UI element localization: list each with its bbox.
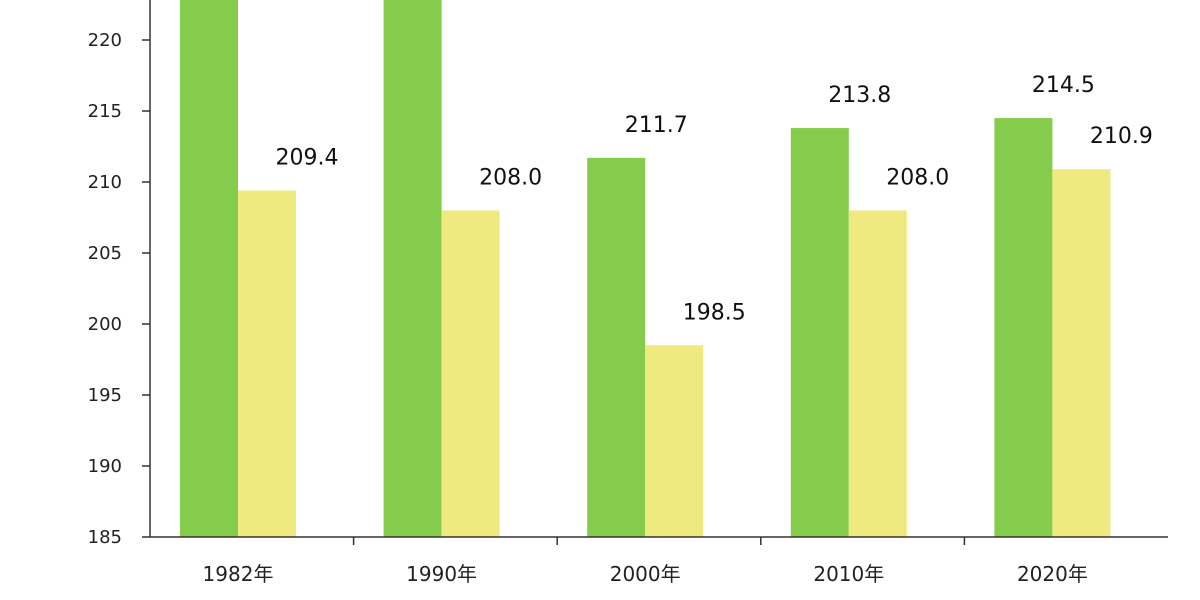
x-category-label: 1982年 [203, 562, 274, 586]
data-label-series2-2: 198.5 [683, 300, 746, 325]
data-label-series2-1: 208.0 [479, 165, 542, 190]
x-category-label: 1990年 [406, 562, 477, 586]
x-category-label: 2020年 [1017, 562, 1088, 586]
x-axis-categories: 1982年 1990年 2000年 2010年 2020年 [203, 537, 1088, 586]
y-tick-label: 220 [88, 30, 122, 51]
data-label-series1-3: 213.8 [828, 83, 891, 108]
bar-series2-4 [1052, 169, 1111, 537]
bar-series1-4 [994, 118, 1053, 537]
data-label-series1-4: 214.5 [1032, 73, 1095, 98]
y-tick-label: 205 [88, 243, 122, 264]
y-tick-label: 210 [88, 172, 122, 193]
x-category-label: 2010年 [813, 562, 884, 586]
bars-layer [180, 0, 1111, 538]
bar-series2-0 [238, 190, 296, 537]
data-label-series2-0: 209.4 [276, 146, 339, 171]
bar-series1-3 [790, 128, 849, 538]
bar-series2-3 [848, 210, 907, 537]
y-axis-ticks: 185 190 195 200 205 210 215 220 [88, 30, 150, 548]
y-tick-label: 215 [88, 101, 122, 122]
bar-series2-2 [645, 345, 704, 537]
y-tick-label: 200 [88, 314, 122, 335]
bar-series1-2 [587, 157, 646, 538]
data-label-series2-4: 210.9 [1090, 124, 1153, 149]
y-tick-label: 195 [88, 385, 122, 406]
x-category-label: 2000年 [610, 562, 681, 586]
bar-series1-1 [383, 0, 442, 537]
bar-series2-1 [441, 210, 500, 537]
data-label-series2-3: 208.0 [886, 165, 949, 190]
y-tick-label: 185 [88, 527, 122, 548]
bar-series1-0 [180, 0, 238, 537]
data-label-series1-2: 211.7 [625, 113, 688, 138]
y-tick-label: 190 [88, 456, 122, 477]
data-labels-layer: 209.4 208.0 211.7 198.5 213.8 208.0 214.5 210.9 [276, 73, 1153, 325]
